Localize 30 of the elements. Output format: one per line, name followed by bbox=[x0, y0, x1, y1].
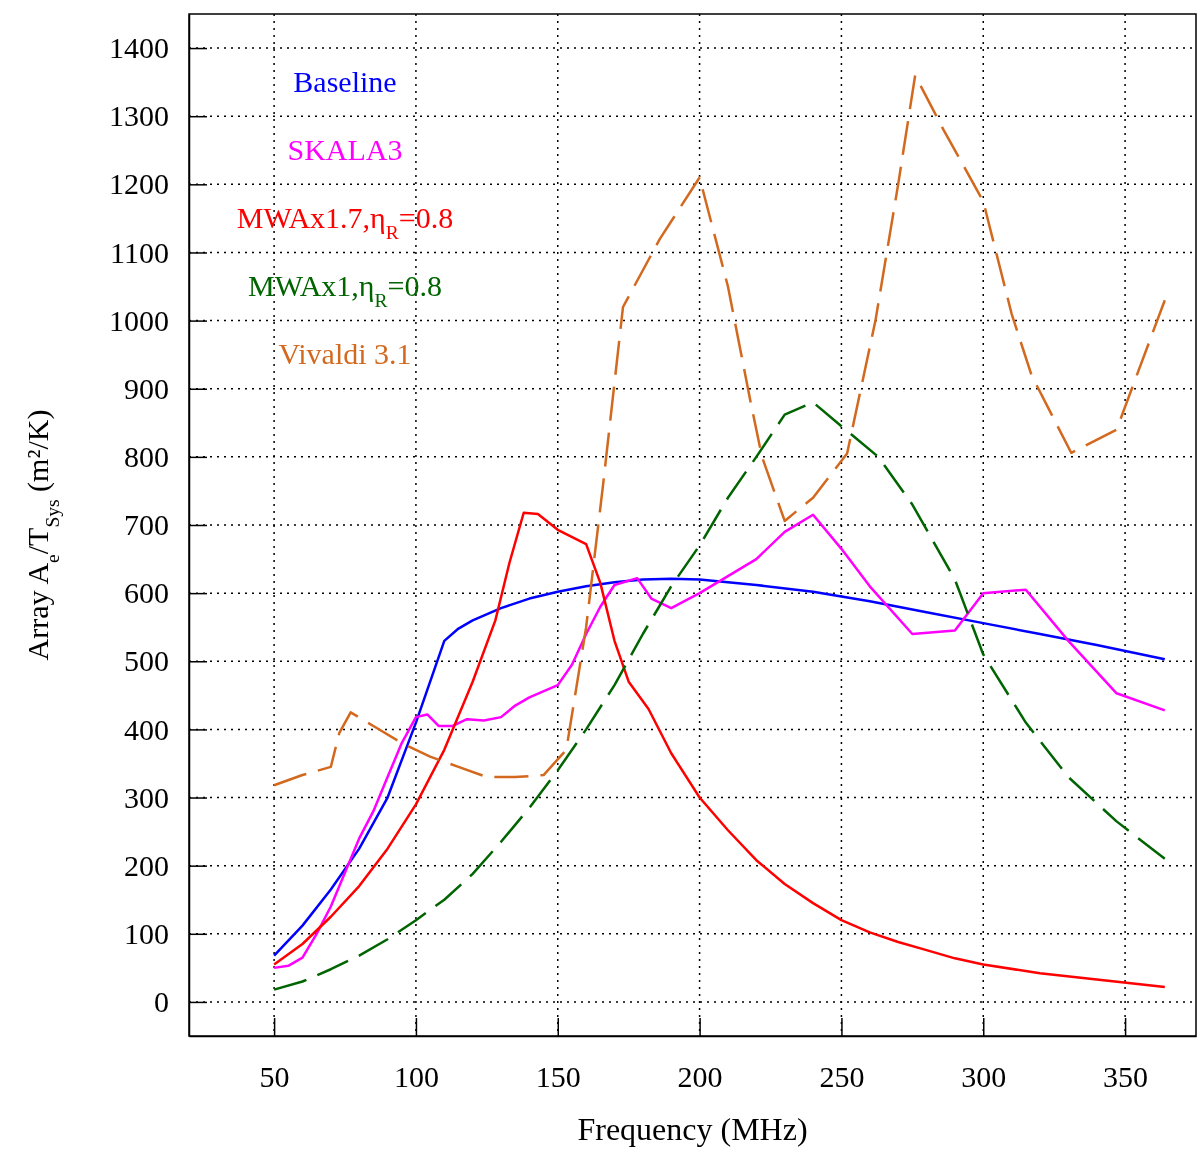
x-tick-label: 200 bbox=[677, 1060, 723, 1094]
x-tick-label: 350 bbox=[1103, 1060, 1149, 1094]
y-tick-label: 1400 bbox=[109, 31, 169, 65]
y-tick-label: 800 bbox=[124, 439, 169, 473]
y-tick-label: 300 bbox=[124, 780, 169, 814]
x-tick-label: 250 bbox=[819, 1060, 865, 1094]
x-tick-label: 100 bbox=[393, 1060, 439, 1094]
y-tick-label: 900 bbox=[124, 371, 169, 405]
y-tick-label: 500 bbox=[124, 644, 169, 678]
text: MWAx1.7,η$_{R}$=0.8 bbox=[236, 201, 454, 243]
y-tick-label: 1200 bbox=[109, 167, 169, 201]
y-tick-label: 100 bbox=[124, 916, 169, 950]
text: Vivaldi 3.1 bbox=[278, 337, 412, 370]
y-tick-label: 1000 bbox=[109, 303, 169, 337]
y-tick-label: 700 bbox=[124, 508, 169, 542]
y-tick-label: 1100 bbox=[110, 235, 169, 269]
y-tick-label: 0 bbox=[154, 985, 169, 1019]
x-tick-label: 50 bbox=[259, 1060, 290, 1094]
x-tick-label: 300 bbox=[961, 1060, 1007, 1094]
y-tick-label: 200 bbox=[124, 848, 169, 882]
text: MWAx1,η$_{R}$=0.8 bbox=[248, 269, 442, 311]
x-tick-label: 150 bbox=[535, 1060, 581, 1094]
text: SKALA3 bbox=[287, 133, 403, 166]
line-series bbox=[272, 401, 1167, 991]
y-tick-label: 600 bbox=[124, 576, 169, 610]
y-tick-label: 1300 bbox=[109, 99, 169, 133]
line-series bbox=[272, 577, 1167, 957]
text: Baseline bbox=[293, 65, 397, 98]
y-tick-label: 400 bbox=[124, 712, 169, 746]
x-axis-title: Frequency (MHz) bbox=[577, 1111, 808, 1147]
